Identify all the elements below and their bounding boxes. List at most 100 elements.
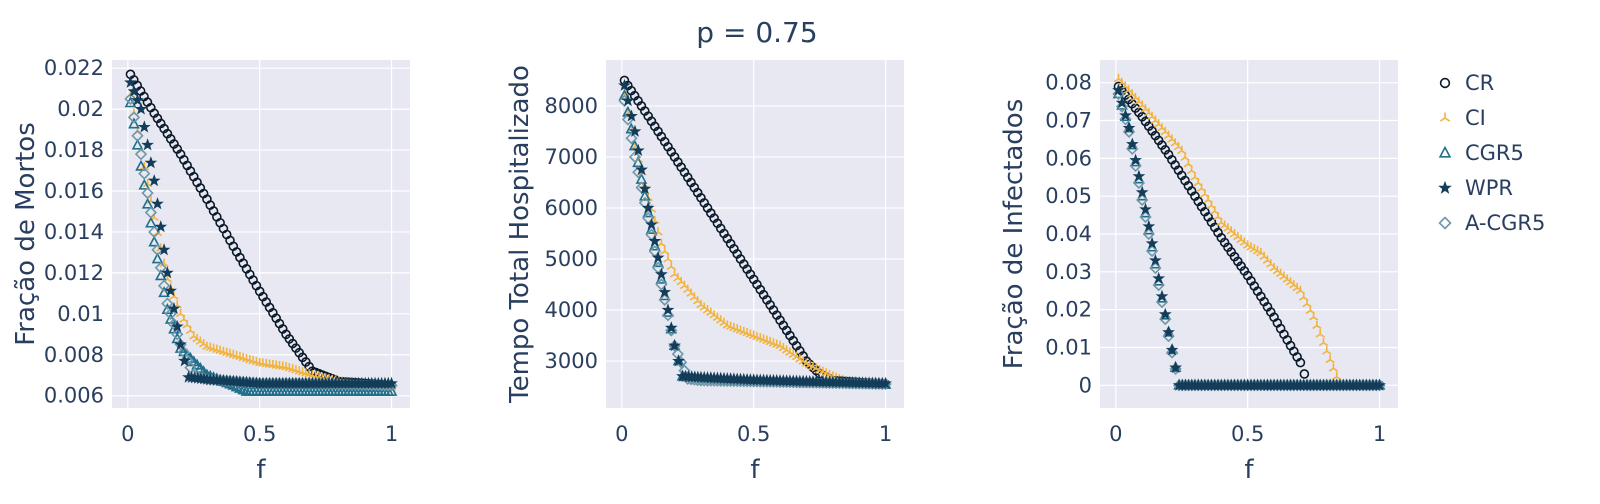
data-point bbox=[145, 216, 157, 228]
data-point bbox=[157, 279, 171, 292]
data-point bbox=[1129, 153, 1142, 166]
x-tick-label: 0.5 bbox=[737, 422, 770, 446]
data-point bbox=[161, 297, 174, 310]
x-tick-label: 0.5 bbox=[243, 422, 276, 446]
data-point bbox=[645, 217, 658, 230]
y-tick-label: 3000 bbox=[545, 349, 598, 373]
x-tick-label: 0 bbox=[615, 422, 628, 446]
data-point bbox=[385, 384, 398, 396]
legend-item-cgr5: CGR5 bbox=[1438, 141, 1524, 165]
legend-marker bbox=[1438, 145, 1452, 158]
data-point bbox=[158, 286, 170, 298]
data-point bbox=[1325, 354, 1335, 364]
legend: CR CI CGR5 WPR A-CGR5 bbox=[1438, 71, 1545, 235]
data-point bbox=[144, 206, 158, 219]
data-point bbox=[151, 197, 164, 210]
data-point bbox=[668, 339, 681, 352]
x-tick-label: 1 bbox=[879, 422, 892, 446]
data-point bbox=[1162, 329, 1175, 343]
y-tick-label: 5000 bbox=[545, 247, 598, 271]
data-point bbox=[1322, 346, 1332, 355]
data-point bbox=[1122, 121, 1136, 134]
data-point bbox=[628, 124, 642, 137]
data-point bbox=[1315, 329, 1325, 338]
data-point bbox=[655, 278, 668, 291]
data-point bbox=[385, 376, 398, 389]
data-point bbox=[131, 93, 144, 106]
series-wpr bbox=[124, 75, 398, 389]
grid bbox=[606, 60, 904, 408]
data-point bbox=[1158, 307, 1172, 320]
data-point bbox=[665, 324, 678, 337]
y-tick-label: 7000 bbox=[545, 145, 598, 169]
y-tick-label: 0.01 bbox=[1045, 335, 1092, 359]
data-point bbox=[648, 234, 662, 247]
data-point bbox=[1145, 244, 1159, 258]
data-point bbox=[164, 284, 178, 297]
data-point bbox=[1152, 271, 1166, 284]
data-point bbox=[664, 321, 678, 334]
legend-label: WPR bbox=[1465, 176, 1513, 200]
data-point bbox=[148, 235, 161, 247]
data-point bbox=[131, 138, 144, 150]
grid bbox=[112, 60, 410, 408]
y-tick-label: 0.008 bbox=[44, 343, 104, 367]
y-tick-label: 0.08 bbox=[1045, 71, 1092, 95]
data-point bbox=[1115, 96, 1129, 109]
data-point bbox=[879, 376, 892, 389]
y-tick-label: 0.016 bbox=[44, 179, 104, 203]
panel-1: 0 0.5 1 0.006 0.008 0.01 0.012 0.014 0.016 0.018 0… bbox=[11, 56, 410, 485]
legend-item-cr: CR bbox=[1439, 71, 1494, 95]
data-point bbox=[1135, 185, 1149, 198]
series-wpr bbox=[618, 78, 892, 389]
data-point bbox=[641, 201, 655, 214]
data-point bbox=[157, 243, 171, 256]
data-point bbox=[661, 303, 675, 316]
data-point bbox=[1132, 169, 1146, 182]
legend-label: CI bbox=[1465, 106, 1486, 130]
data-point bbox=[178, 354, 191, 367]
data-point bbox=[1119, 113, 1132, 126]
y-tick-label: 0.018 bbox=[44, 138, 104, 162]
x-axis-title: f bbox=[1244, 455, 1254, 485]
legend-marker bbox=[1439, 77, 1451, 89]
data-point bbox=[1125, 137, 1139, 150]
y-tick-label: 0.07 bbox=[1045, 109, 1092, 133]
legend-marker bbox=[1438, 180, 1452, 194]
data-point bbox=[124, 92, 137, 106]
data-point bbox=[1115, 100, 1129, 113]
data-point bbox=[1149, 253, 1162, 266]
series-wpr bbox=[1112, 83, 1386, 391]
y-tick-label: 6000 bbox=[545, 196, 598, 220]
x-axis-title: f bbox=[750, 455, 760, 485]
legend-label: CR bbox=[1465, 71, 1494, 95]
data-point bbox=[1122, 125, 1136, 139]
data-point bbox=[1119, 108, 1132, 121]
data-point bbox=[127, 111, 141, 124]
data-point bbox=[134, 102, 148, 115]
data-point bbox=[1312, 320, 1322, 330]
data-point bbox=[666, 261, 676, 271]
x-tick-label: 1 bbox=[385, 422, 398, 446]
data-point bbox=[648, 239, 661, 251]
data-point bbox=[655, 267, 668, 280]
panels: 0 0.5 10.0060.0080.010.0120.0140.0160.0180… bbox=[11, 56, 1398, 485]
data-point bbox=[1165, 343, 1179, 356]
data-point bbox=[1328, 363, 1339, 372]
data-point bbox=[638, 182, 652, 195]
data-point bbox=[151, 252, 164, 264]
y-tick-label: 0.04 bbox=[1045, 222, 1092, 246]
data-point bbox=[1155, 289, 1169, 302]
legend-item-wpr: WPR bbox=[1438, 176, 1513, 200]
data-point bbox=[1142, 219, 1156, 232]
y-tick-label: 0.012 bbox=[44, 261, 104, 285]
data-point bbox=[1112, 87, 1125, 101]
data-point bbox=[1145, 236, 1159, 249]
data-point bbox=[170, 319, 184, 333]
legend-label: CGR5 bbox=[1465, 141, 1524, 165]
data-point bbox=[154, 220, 168, 233]
y-tick-label: 0.022 bbox=[44, 56, 104, 80]
data-point bbox=[618, 78, 631, 91]
data-point bbox=[141, 138, 154, 151]
data-point bbox=[138, 178, 151, 190]
